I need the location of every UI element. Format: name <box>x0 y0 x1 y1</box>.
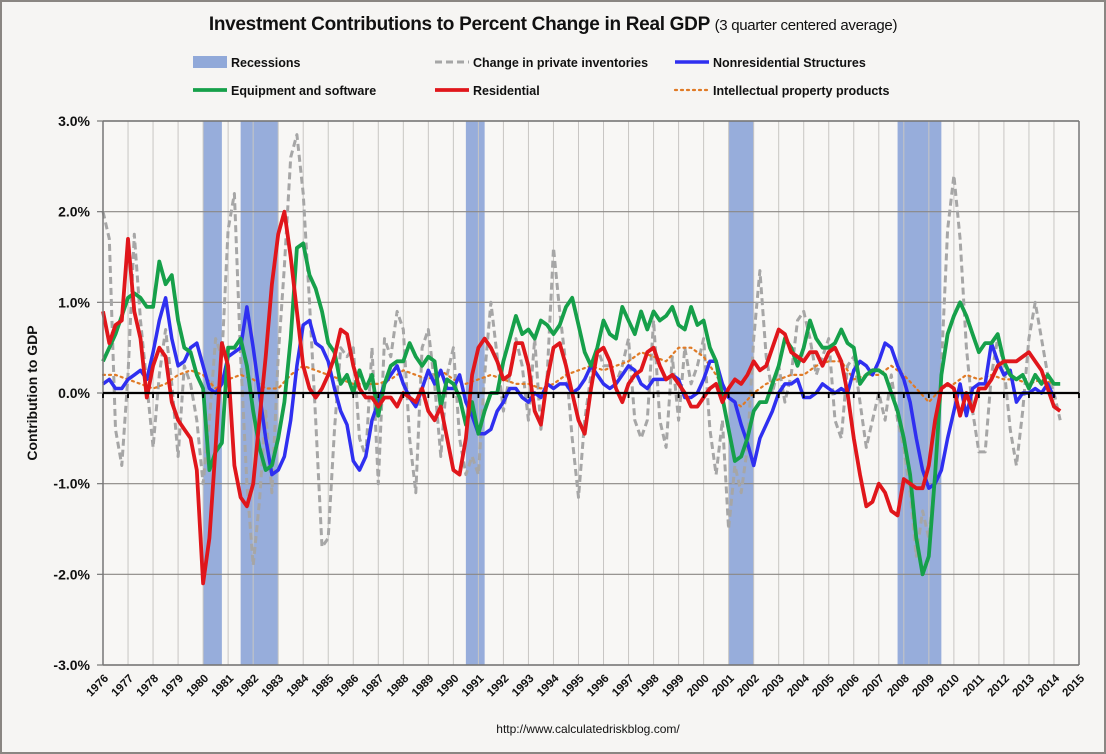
x-tick-label: 1995 <box>560 672 587 699</box>
x-tick-label: 1976 <box>85 673 112 700</box>
series-line-inventories <box>101 133 1062 567</box>
x-tick-label: 2008 <box>885 672 912 699</box>
y-tick-label: -3.0% <box>53 657 90 673</box>
legend-label: Intellectual property products <box>713 84 889 98</box>
x-tick-label: 1983 <box>260 673 287 700</box>
x-tick-label: 2011 <box>961 672 988 699</box>
legend-item-recessions: Recessions <box>193 56 301 70</box>
x-tick-label: 2010 <box>935 673 962 700</box>
y-tick-label: 2.0% <box>58 204 90 220</box>
series-lines <box>101 133 1062 586</box>
x-tick-label: 2000 <box>685 673 712 700</box>
y-tick-label: -2.0% <box>53 566 90 582</box>
legend-item-inventories: Change in private inventories <box>435 56 648 70</box>
x-tick-label: 2015 <box>1061 672 1088 699</box>
x-tick-label: 2014 <box>1036 672 1063 699</box>
x-tick-label: 2002 <box>735 673 762 700</box>
x-tick-label: 1993 <box>510 673 537 700</box>
y-tick-label: 1.0% <box>58 294 90 310</box>
x-tick-label: 1986 <box>335 673 362 700</box>
source-note: http://www.calculatedriskblog.com/ <box>496 722 680 736</box>
x-tick-label: 1989 <box>410 673 437 700</box>
y-tick-label: -1.0% <box>53 476 90 492</box>
y-axis-label: Contribution to GDP <box>24 325 40 460</box>
legend-item-ipp: Intellectual property products <box>673 84 889 98</box>
legend-item-structures: Nonresidential Structures <box>675 56 866 70</box>
legend-swatch-recessions <box>193 56 227 68</box>
x-tick-label: 1977 <box>110 673 137 700</box>
x-tick-label: 2009 <box>910 673 937 700</box>
x-tick-label: 2003 <box>760 673 787 700</box>
legend: Recessions Change in private inventories N… <box>193 56 889 98</box>
series-line-residential <box>101 209 1062 586</box>
chart-title-main: Investment Contributions to Percent Chan… <box>208 14 710 35</box>
legend-label: Residential <box>473 84 540 98</box>
x-tick-label: 2005 <box>810 672 837 699</box>
x-tick-label: 1982 <box>235 673 262 700</box>
x-tick-label: 1988 <box>385 672 412 699</box>
x-tick-label: 1979 <box>160 673 187 700</box>
x-tick-label: 1985 <box>310 672 337 699</box>
x-tick-label: 1992 <box>485 673 512 700</box>
legend-item-residential: Residential <box>435 84 540 98</box>
x-tick-label: 2001 <box>710 672 737 699</box>
x-tick-label: 2006 <box>835 673 862 700</box>
y-tick-label: 3.0% <box>58 113 90 129</box>
x-tick-label: 1998 <box>635 672 662 699</box>
chart-subtitle: (3 quarter centered average) <box>714 17 898 34</box>
x-tick-label: 1981 <box>210 672 237 699</box>
y-tick-label: 0.0% <box>58 385 90 401</box>
x-tick-label: 2004 <box>785 672 812 699</box>
x-tick-label: 1987 <box>360 673 387 700</box>
x-tick-label: 1990 <box>435 673 462 700</box>
chart-title: Investment Contributions to Percent Chan… <box>0 14 1106 36</box>
x-tick-label: 1991 <box>460 672 487 699</box>
legend-label: Change in private inventories <box>473 56 648 70</box>
x-tick-label: 2013 <box>1010 673 1037 700</box>
x-tick-label: 1978 <box>135 672 162 699</box>
series-line-equipment <box>101 241 1061 577</box>
x-tick-label: 1984 <box>285 672 312 699</box>
x-tick-label: 1997 <box>610 673 637 700</box>
legend-item-equipment: Equipment and software <box>193 84 376 98</box>
legend-label: Recessions <box>231 56 301 70</box>
x-tick-label: 2007 <box>860 673 887 700</box>
x-tick-label: 1980 <box>185 673 212 700</box>
series-line-ipp <box>101 346 1056 408</box>
x-tick-label: 1999 <box>660 673 687 700</box>
x-tick-label: 1996 <box>585 673 612 700</box>
legend-label: Nonresidential Structures <box>713 56 866 70</box>
x-tick-label: 2012 <box>985 673 1012 700</box>
x-tick-label: 1994 <box>535 672 562 699</box>
legend-label: Equipment and software <box>231 84 376 98</box>
